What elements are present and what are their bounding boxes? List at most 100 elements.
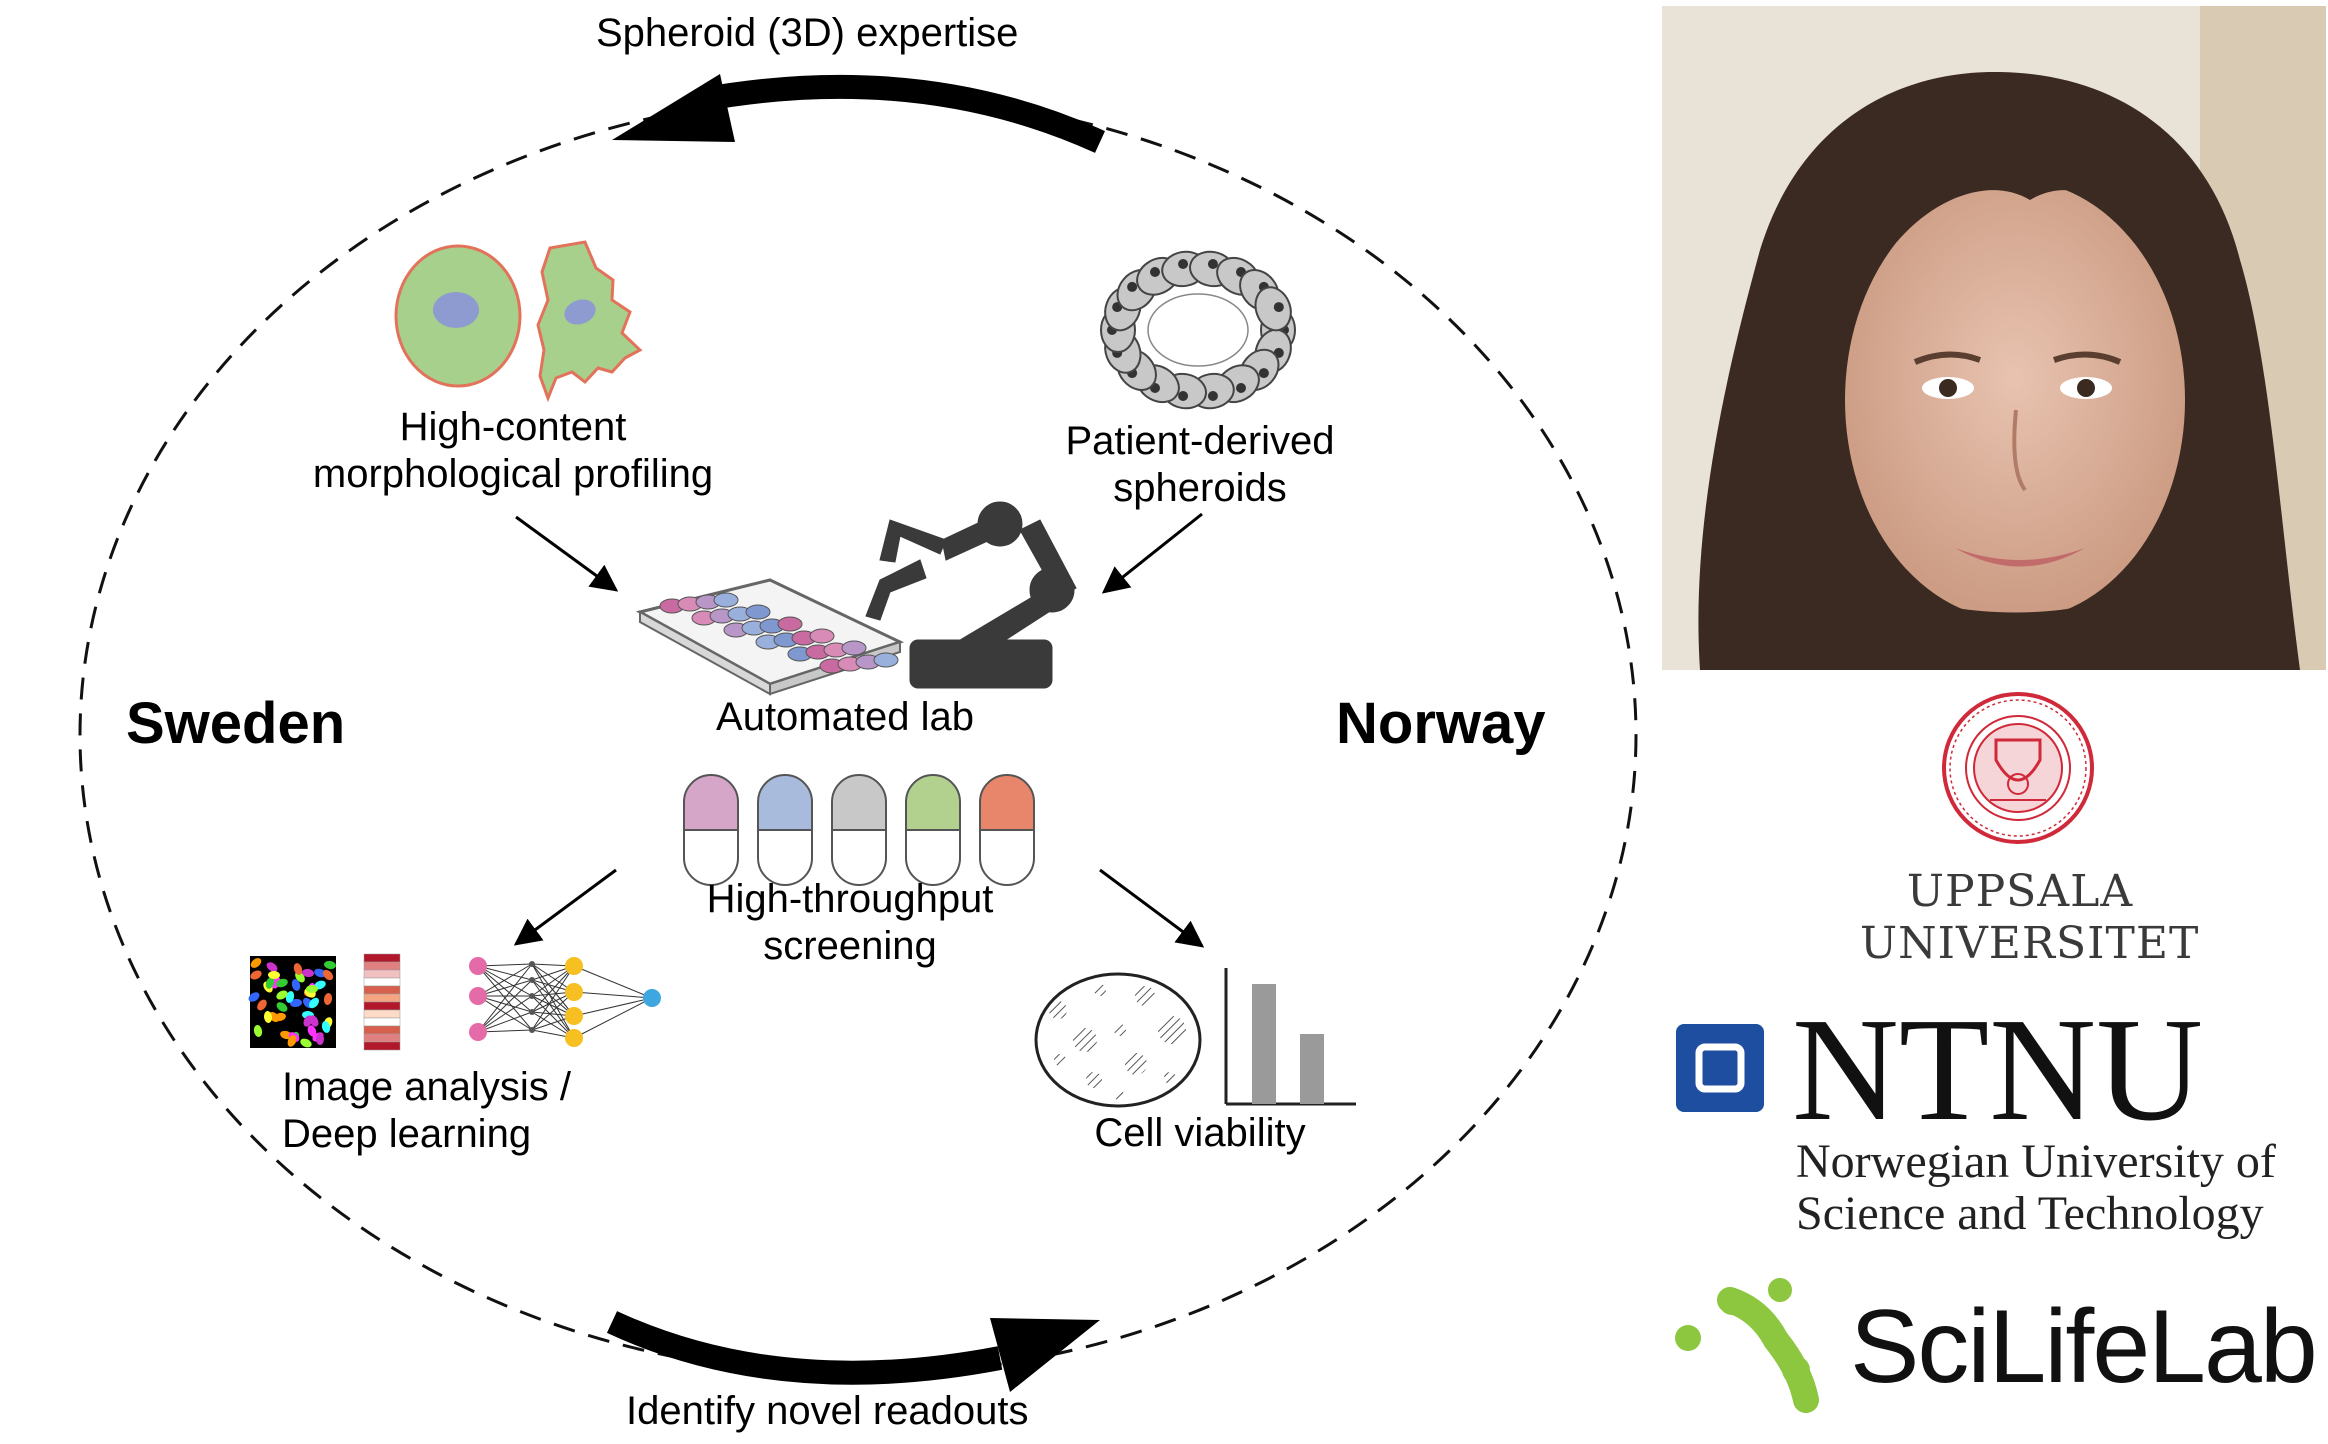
segmented-cell bbox=[285, 991, 295, 1003]
barcode-band bbox=[363, 985, 401, 995]
capsule-top bbox=[831, 774, 887, 831]
barcode-band bbox=[363, 1001, 401, 1011]
spheroid-nucleus bbox=[1236, 383, 1246, 394]
spheroid-lumen bbox=[1147, 293, 1249, 367]
nn-node bbox=[565, 957, 583, 975]
barcode-band bbox=[363, 1017, 401, 1027]
nn-edge bbox=[531, 965, 575, 1031]
spheroid-nucleus bbox=[1273, 302, 1284, 313]
nn-node bbox=[529, 1009, 535, 1015]
capsule-bottom bbox=[905, 829, 961, 886]
arrow-screening-to-viability bbox=[1099, 868, 1205, 948]
spheroid-nucleus bbox=[1178, 390, 1189, 401]
segmentation-image-icon bbox=[248, 956, 336, 1048]
nn-edge bbox=[573, 991, 653, 999]
barcode-band bbox=[363, 961, 401, 971]
barcode-band bbox=[363, 1033, 401, 1043]
image-analysis-label: Image analysis / Deep learning bbox=[282, 1065, 572, 1156]
nn-edge bbox=[531, 965, 575, 1013]
segmented-cell bbox=[321, 1021, 331, 1033]
ntnu-fullname: Norwegian University of Science and Tech… bbox=[1796, 1135, 2276, 1240]
nn-edge bbox=[477, 965, 533, 997]
well-plate-icon bbox=[635, 578, 905, 696]
barcode-band bbox=[363, 953, 401, 963]
nn-node bbox=[529, 1027, 535, 1033]
nn-edge bbox=[477, 979, 533, 997]
segmented-cell bbox=[300, 1038, 312, 1048]
nn-edge bbox=[477, 995, 533, 1013]
segmented-cell bbox=[266, 962, 278, 972]
segmented-cell bbox=[307, 1025, 317, 1037]
ntnu-logo-icon bbox=[1676, 1024, 1764, 1112]
segmented-cell bbox=[257, 999, 267, 1011]
nn-edge bbox=[531, 995, 575, 1039]
arrow-spheroids-to-lab bbox=[1101, 512, 1203, 594]
segmented-cell bbox=[306, 984, 318, 994]
spheroid-nucleus bbox=[1207, 259, 1218, 270]
spheroid-nucleus bbox=[1150, 266, 1160, 277]
spheroids-label: Patient-derived spheroids bbox=[1065, 419, 1335, 510]
segmented-cell bbox=[302, 968, 314, 978]
profiling-label: High-content morphological profiling bbox=[312, 405, 714, 496]
cell-irregular-icon bbox=[536, 240, 643, 403]
nn-node bbox=[643, 989, 661, 1007]
nn-edge bbox=[573, 997, 653, 1039]
well bbox=[873, 652, 899, 668]
barcode-band bbox=[363, 1009, 401, 1019]
capsule-top bbox=[979, 774, 1035, 831]
nn-edge bbox=[531, 963, 575, 1017]
segmented-cell bbox=[276, 990, 288, 1000]
top-curved-arrow bbox=[612, 74, 1105, 153]
nn-edge bbox=[531, 979, 575, 1039]
nn-edge bbox=[477, 963, 533, 1033]
barcode-band bbox=[363, 1041, 401, 1051]
segmented-cell bbox=[280, 1030, 292, 1040]
barcode-band bbox=[363, 977, 401, 987]
bottom-curved-arrow bbox=[606, 1311, 1100, 1392]
norway-label: Norway bbox=[1336, 691, 1546, 756]
nn-edge bbox=[573, 965, 653, 999]
uppsala-wordmark: UPPSALA UNIVERSITET bbox=[1860, 866, 2200, 969]
spheroid-cell bbox=[1254, 286, 1292, 332]
segmented-cell bbox=[293, 963, 303, 975]
well bbox=[745, 604, 771, 620]
nn-edge bbox=[477, 1029, 533, 1033]
nn-edge bbox=[573, 997, 653, 1017]
cell-viability-label: Cell viability bbox=[1094, 1111, 1306, 1155]
segmented-cell bbox=[309, 1015, 319, 1027]
segmented-cell bbox=[253, 1025, 263, 1037]
robot-arm-icon bbox=[865, 501, 1077, 689]
well bbox=[841, 640, 867, 656]
nn-edge bbox=[477, 963, 533, 997]
segmented-cell bbox=[263, 1011, 273, 1023]
segmented-cell bbox=[291, 979, 301, 991]
spheroid-icon bbox=[1100, 250, 1296, 410]
capsule-bottom bbox=[757, 829, 813, 886]
segmented-cell bbox=[268, 970, 280, 980]
nn-edge bbox=[477, 995, 533, 1033]
segmented-cell bbox=[248, 992, 260, 1002]
nn-node bbox=[529, 993, 535, 999]
spheroid-nucleus bbox=[1207, 390, 1218, 401]
well bbox=[777, 616, 803, 632]
capsule-top bbox=[683, 774, 739, 831]
segmented-cell bbox=[324, 960, 336, 970]
segmented-cell bbox=[323, 993, 333, 1005]
nn-node bbox=[469, 957, 487, 975]
segmented-cell bbox=[309, 997, 319, 1009]
uppsala-seal-icon bbox=[1942, 692, 2094, 844]
well bbox=[809, 628, 835, 644]
nn-edge bbox=[477, 1011, 533, 1033]
spheroid-nucleus bbox=[1127, 281, 1138, 292]
segmented-cell bbox=[287, 1035, 297, 1047]
nn-edge bbox=[477, 995, 533, 1031]
nn-node bbox=[529, 961, 535, 967]
barcode-band bbox=[363, 1025, 401, 1035]
viability-bar-chart-icon bbox=[1224, 968, 1356, 1106]
segmented-cell bbox=[290, 998, 302, 1008]
arrow-screening-to-imaging bbox=[513, 868, 617, 946]
segmented-cell bbox=[314, 968, 326, 978]
nn-edge bbox=[477, 963, 533, 967]
ntnu-wordmark: NTNU bbox=[1792, 988, 2204, 1152]
